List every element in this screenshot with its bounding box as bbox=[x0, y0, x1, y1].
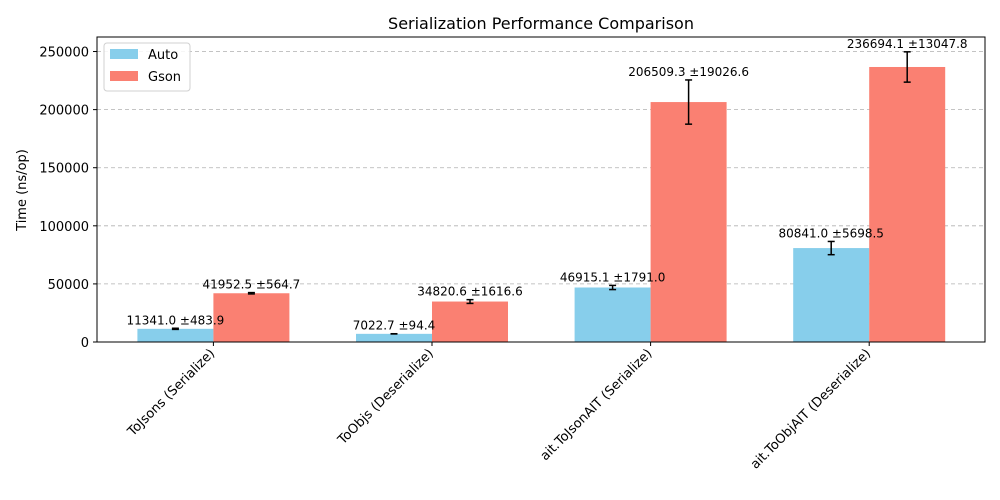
data-label: 206509.3 ±19026.6 bbox=[628, 65, 749, 79]
y-axis-ticks: 0 50000 100000 150000 200000 250000 bbox=[39, 46, 97, 351]
y-axis-label: Time (ns/op) bbox=[15, 149, 30, 232]
data-labels: 11341.0 ±483.9 41952.5 ±564.7 7022.7 ±94.4… bbox=[126, 37, 967, 333]
y-tick-label: 0 bbox=[81, 336, 89, 351]
grid-lines bbox=[97, 51, 985, 285]
y-tick-label: 150000 bbox=[39, 162, 89, 177]
data-label: 236694.1 ±13047.8 bbox=[847, 37, 968, 51]
plot-frame bbox=[96, 36, 986, 343]
bar-gson bbox=[432, 301, 508, 342]
x-tick-label: ait.ToJsonAIT (Serialize) bbox=[538, 346, 656, 464]
bar-auto bbox=[137, 328, 214, 342]
bar-gson bbox=[650, 102, 727, 342]
data-label: 41952.5 ±564.7 bbox=[202, 278, 300, 292]
data-label: 34820.6 ±1616.6 bbox=[417, 285, 522, 299]
bar-auto bbox=[793, 248, 870, 342]
legend-label: Gson bbox=[148, 70, 181, 85]
x-tick-label: ToJsons (Serialize) bbox=[124, 346, 218, 440]
x-axis-ticks: ToJsons (Serialize) ToObjs (Deserialize) a… bbox=[124, 342, 874, 472]
legend-swatch bbox=[110, 49, 138, 59]
bar-auto bbox=[574, 287, 651, 342]
bar-gson bbox=[869, 66, 946, 342]
data-label: 80841.0 ±5698.5 bbox=[778, 226, 883, 240]
y-tick-label: 200000 bbox=[39, 104, 89, 119]
data-label: 11341.0 ±483.9 bbox=[126, 313, 224, 327]
y-tick-label: 250000 bbox=[39, 46, 89, 61]
y-tick-label: 100000 bbox=[39, 220, 89, 235]
x-tick-label: ToObjs (Deserialize) bbox=[335, 346, 437, 448]
bars bbox=[137, 66, 946, 342]
chart-title: Serialization Performance Comparison bbox=[388, 14, 694, 33]
y-tick-label: 50000 bbox=[48, 278, 89, 293]
data-label: 46915.1 ±1791.0 bbox=[560, 270, 665, 284]
legend-swatch bbox=[110, 71, 138, 81]
legend-label: Auto bbox=[148, 48, 178, 63]
legend: Auto Gson bbox=[103, 42, 191, 92]
bar-gson bbox=[213, 293, 290, 342]
x-tick-label: ait.ToObjAIT (Deserialize) bbox=[748, 346, 874, 472]
error-bars bbox=[171, 51, 911, 335]
data-label: 7022.7 ±94.4 bbox=[353, 319, 436, 333]
bar-auto bbox=[356, 333, 432, 342]
